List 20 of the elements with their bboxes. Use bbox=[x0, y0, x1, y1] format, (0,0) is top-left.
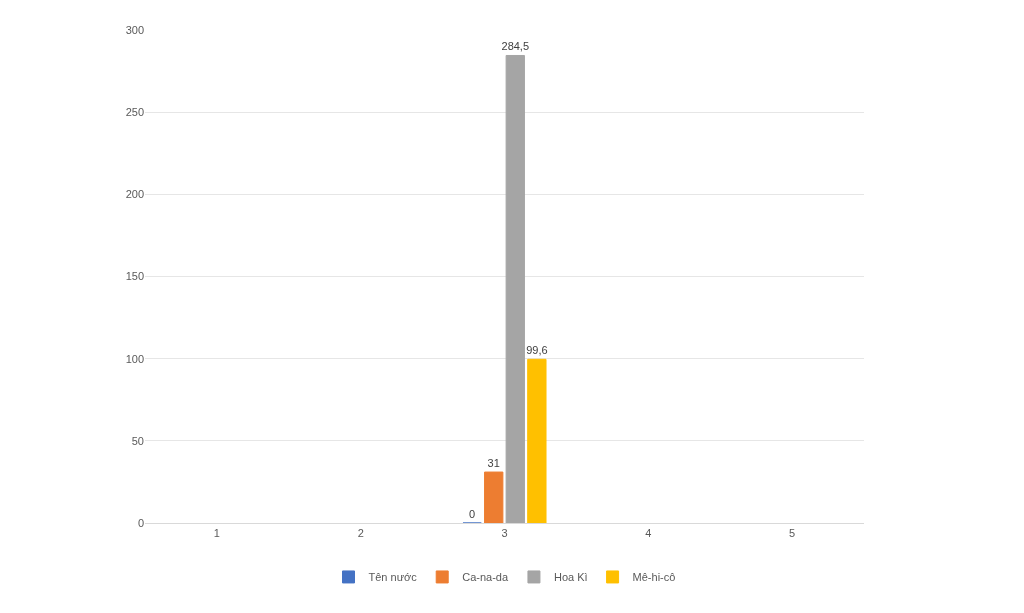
x-tick-label: 3 bbox=[501, 527, 508, 540]
legend-label: Mê-hi-cô bbox=[632, 571, 676, 584]
y-tick-label: 200 bbox=[125, 188, 144, 201]
y-tick-label: 300 bbox=[125, 23, 144, 36]
x-tick-label: 1 bbox=[213, 527, 220, 540]
x-tick-label: 5 bbox=[789, 527, 796, 540]
legend-label: Hoa Kì bbox=[553, 571, 588, 584]
legend-label: Ca-na-da bbox=[462, 571, 509, 584]
y-tick-label: 50 bbox=[131, 434, 144, 447]
y-tick-label: 0 bbox=[137, 516, 144, 529]
data-label: 0 bbox=[469, 508, 476, 520]
x-tick-label: 4 bbox=[645, 527, 652, 540]
legend-label: Tên nước bbox=[368, 571, 418, 584]
data-label: 99,6 bbox=[526, 344, 548, 357]
y-tick-label: 250 bbox=[125, 106, 144, 119]
y-tick-label: 100 bbox=[125, 352, 144, 365]
data-label: 31 bbox=[487, 457, 500, 470]
x-tick-label: 2 bbox=[357, 527, 364, 540]
data-label: 284,5 bbox=[501, 40, 530, 53]
y-tick-label: 150 bbox=[125, 270, 144, 283]
